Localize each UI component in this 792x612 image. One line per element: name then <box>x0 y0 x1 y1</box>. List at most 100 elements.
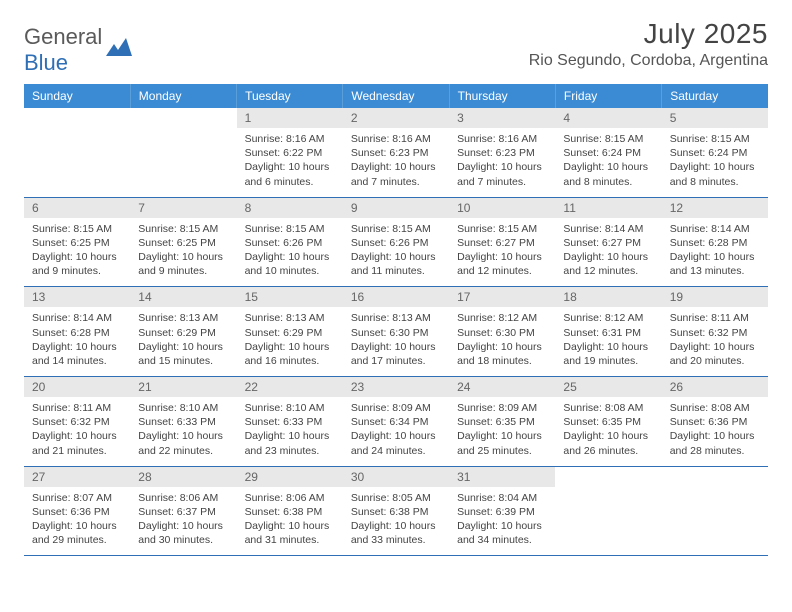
calendar-day-cell: 15Sunrise: 8:13 AMSunset: 6:29 PMDayligh… <box>237 287 343 377</box>
day-details: Sunrise: 8:13 AMSunset: 6:29 PMDaylight:… <box>130 307 236 376</box>
sunset-line: Sunset: 6:28 PM <box>670 236 760 250</box>
calendar-day-cell: 18Sunrise: 8:12 AMSunset: 6:31 PMDayligh… <box>555 287 661 377</box>
daylight1-line: Daylight: 10 hours <box>138 519 228 533</box>
calendar-day-cell: 22Sunrise: 8:10 AMSunset: 6:33 PMDayligh… <box>237 377 343 467</box>
day-details: Sunrise: 8:12 AMSunset: 6:31 PMDaylight:… <box>555 307 661 376</box>
daylight1-line: Daylight: 10 hours <box>138 340 228 354</box>
sunrise-line: Sunrise: 8:16 AM <box>457 132 547 146</box>
day-number: 4 <box>555 108 661 128</box>
day-details: Sunrise: 8:14 AMSunset: 6:28 PMDaylight:… <box>24 307 130 376</box>
sunrise-line: Sunrise: 8:05 AM <box>351 491 441 505</box>
daylight2-line: and 25 minutes. <box>457 444 547 458</box>
daylight2-line: and 14 minutes. <box>32 354 122 368</box>
daylight1-line: Daylight: 10 hours <box>457 519 547 533</box>
daylight1-line: Daylight: 10 hours <box>351 160 441 174</box>
daylight1-line: Daylight: 10 hours <box>32 519 122 533</box>
daylight1-line: Daylight: 10 hours <box>563 429 653 443</box>
sunrise-line: Sunrise: 8:15 AM <box>138 222 228 236</box>
daylight1-line: Daylight: 10 hours <box>563 250 653 264</box>
day-details: Sunrise: 8:11 AMSunset: 6:32 PMDaylight:… <box>662 307 768 376</box>
sunrise-line: Sunrise: 8:12 AM <box>563 311 653 325</box>
sunset-line: Sunset: 6:27 PM <box>563 236 653 250</box>
daylight2-line: and 34 minutes. <box>457 533 547 547</box>
sunset-line: Sunset: 6:26 PM <box>351 236 441 250</box>
sunset-line: Sunset: 6:23 PM <box>457 146 547 160</box>
daylight2-line: and 11 minutes. <box>351 264 441 278</box>
day-details: Sunrise: 8:15 AMSunset: 6:24 PMDaylight:… <box>662 128 768 197</box>
sunrise-line: Sunrise: 8:15 AM <box>563 132 653 146</box>
sunrise-line: Sunrise: 8:08 AM <box>563 401 653 415</box>
day-number: 24 <box>449 377 555 397</box>
sunrise-line: Sunrise: 8:13 AM <box>138 311 228 325</box>
day-details: Sunrise: 8:16 AMSunset: 6:22 PMDaylight:… <box>237 128 343 197</box>
calendar-day-cell: 2Sunrise: 8:16 AMSunset: 6:23 PMDaylight… <box>343 108 449 197</box>
calendar-day-cell: 30Sunrise: 8:05 AMSunset: 6:38 PMDayligh… <box>343 466 449 556</box>
calendar-day-cell: 25Sunrise: 8:08 AMSunset: 6:35 PMDayligh… <box>555 377 661 467</box>
sunrise-line: Sunrise: 8:12 AM <box>457 311 547 325</box>
daylight1-line: Daylight: 10 hours <box>138 250 228 264</box>
sunset-line: Sunset: 6:32 PM <box>670 326 760 340</box>
day-details: Sunrise: 8:12 AMSunset: 6:30 PMDaylight:… <box>449 307 555 376</box>
day-details: Sunrise: 8:16 AMSunset: 6:23 PMDaylight:… <box>343 128 449 197</box>
day-details: Sunrise: 8:15 AMSunset: 6:27 PMDaylight:… <box>449 218 555 287</box>
calendar-day-cell: 9Sunrise: 8:15 AMSunset: 6:26 PMDaylight… <box>343 197 449 287</box>
sunset-line: Sunset: 6:24 PM <box>563 146 653 160</box>
day-number: 18 <box>555 287 661 307</box>
daylight2-line: and 18 minutes. <box>457 354 547 368</box>
day-details: Sunrise: 8:10 AMSunset: 6:33 PMDaylight:… <box>237 397 343 466</box>
calendar-day-cell: 1Sunrise: 8:16 AMSunset: 6:22 PMDaylight… <box>237 108 343 197</box>
daylight1-line: Daylight: 10 hours <box>351 250 441 264</box>
daylight1-line: Daylight: 10 hours <box>670 250 760 264</box>
day-number: 1 <box>237 108 343 128</box>
calendar-day-cell: 12Sunrise: 8:14 AMSunset: 6:28 PMDayligh… <box>662 197 768 287</box>
sunrise-line: Sunrise: 8:14 AM <box>563 222 653 236</box>
calendar-day-cell: 29Sunrise: 8:06 AMSunset: 6:38 PMDayligh… <box>237 466 343 556</box>
daylight2-line: and 26 minutes. <box>563 444 653 458</box>
day-details: Sunrise: 8:13 AMSunset: 6:30 PMDaylight:… <box>343 307 449 376</box>
calendar-day-cell: 10Sunrise: 8:15 AMSunset: 6:27 PMDayligh… <box>449 197 555 287</box>
daylight2-line: and 15 minutes. <box>138 354 228 368</box>
sunrise-line: Sunrise: 8:16 AM <box>351 132 441 146</box>
day-number: 7 <box>130 198 236 218</box>
day-number: 13 <box>24 287 130 307</box>
daylight1-line: Daylight: 10 hours <box>138 429 228 443</box>
sunrise-line: Sunrise: 8:16 AM <box>245 132 335 146</box>
sunset-line: Sunset: 6:30 PM <box>457 326 547 340</box>
sunset-line: Sunset: 6:29 PM <box>245 326 335 340</box>
sunrise-line: Sunrise: 8:15 AM <box>670 132 760 146</box>
daylight2-line: and 8 minutes. <box>670 175 760 189</box>
daylight2-line: and 8 minutes. <box>563 175 653 189</box>
header: General Blue July 2025 Rio Segundo, Cord… <box>24 18 768 76</box>
daylight1-line: Daylight: 10 hours <box>457 340 547 354</box>
sunset-line: Sunset: 6:34 PM <box>351 415 441 429</box>
daylight1-line: Daylight: 10 hours <box>670 429 760 443</box>
daylight2-line: and 28 minutes. <box>670 444 760 458</box>
daylight2-line: and 6 minutes. <box>245 175 335 189</box>
calendar-day-cell: 19Sunrise: 8:11 AMSunset: 6:32 PMDayligh… <box>662 287 768 377</box>
sunset-line: Sunset: 6:27 PM <box>457 236 547 250</box>
weekday-header: Friday <box>555 84 661 108</box>
sunset-line: Sunset: 6:30 PM <box>351 326 441 340</box>
sunrise-line: Sunrise: 8:14 AM <box>32 311 122 325</box>
day-number: 8 <box>237 198 343 218</box>
sunset-line: Sunset: 6:33 PM <box>245 415 335 429</box>
daylight1-line: Daylight: 10 hours <box>457 429 547 443</box>
day-number: 21 <box>130 377 236 397</box>
calendar-week-row: 6Sunrise: 8:15 AMSunset: 6:25 PMDaylight… <box>24 197 768 287</box>
title-block: July 2025 Rio Segundo, Cordoba, Argentin… <box>529 18 768 70</box>
day-number: 30 <box>343 467 449 487</box>
calendar-day-cell: 26Sunrise: 8:08 AMSunset: 6:36 PMDayligh… <box>662 377 768 467</box>
sunrise-line: Sunrise: 8:15 AM <box>457 222 547 236</box>
weekday-header-row: Sunday Monday Tuesday Wednesday Thursday… <box>24 84 768 108</box>
day-number: 14 <box>130 287 236 307</box>
day-details: Sunrise: 8:04 AMSunset: 6:39 PMDaylight:… <box>449 487 555 556</box>
day-number: 20 <box>24 377 130 397</box>
calendar-week-row: 13Sunrise: 8:14 AMSunset: 6:28 PMDayligh… <box>24 287 768 377</box>
calendar-day-cell: 16Sunrise: 8:13 AMSunset: 6:30 PMDayligh… <box>343 287 449 377</box>
daylight2-line: and 19 minutes. <box>563 354 653 368</box>
brand-text: General Blue <box>24 24 102 76</box>
calendar-day-cell: 4Sunrise: 8:15 AMSunset: 6:24 PMDaylight… <box>555 108 661 197</box>
daylight2-line: and 22 minutes. <box>138 444 228 458</box>
daylight2-line: and 21 minutes. <box>32 444 122 458</box>
daylight1-line: Daylight: 10 hours <box>245 429 335 443</box>
